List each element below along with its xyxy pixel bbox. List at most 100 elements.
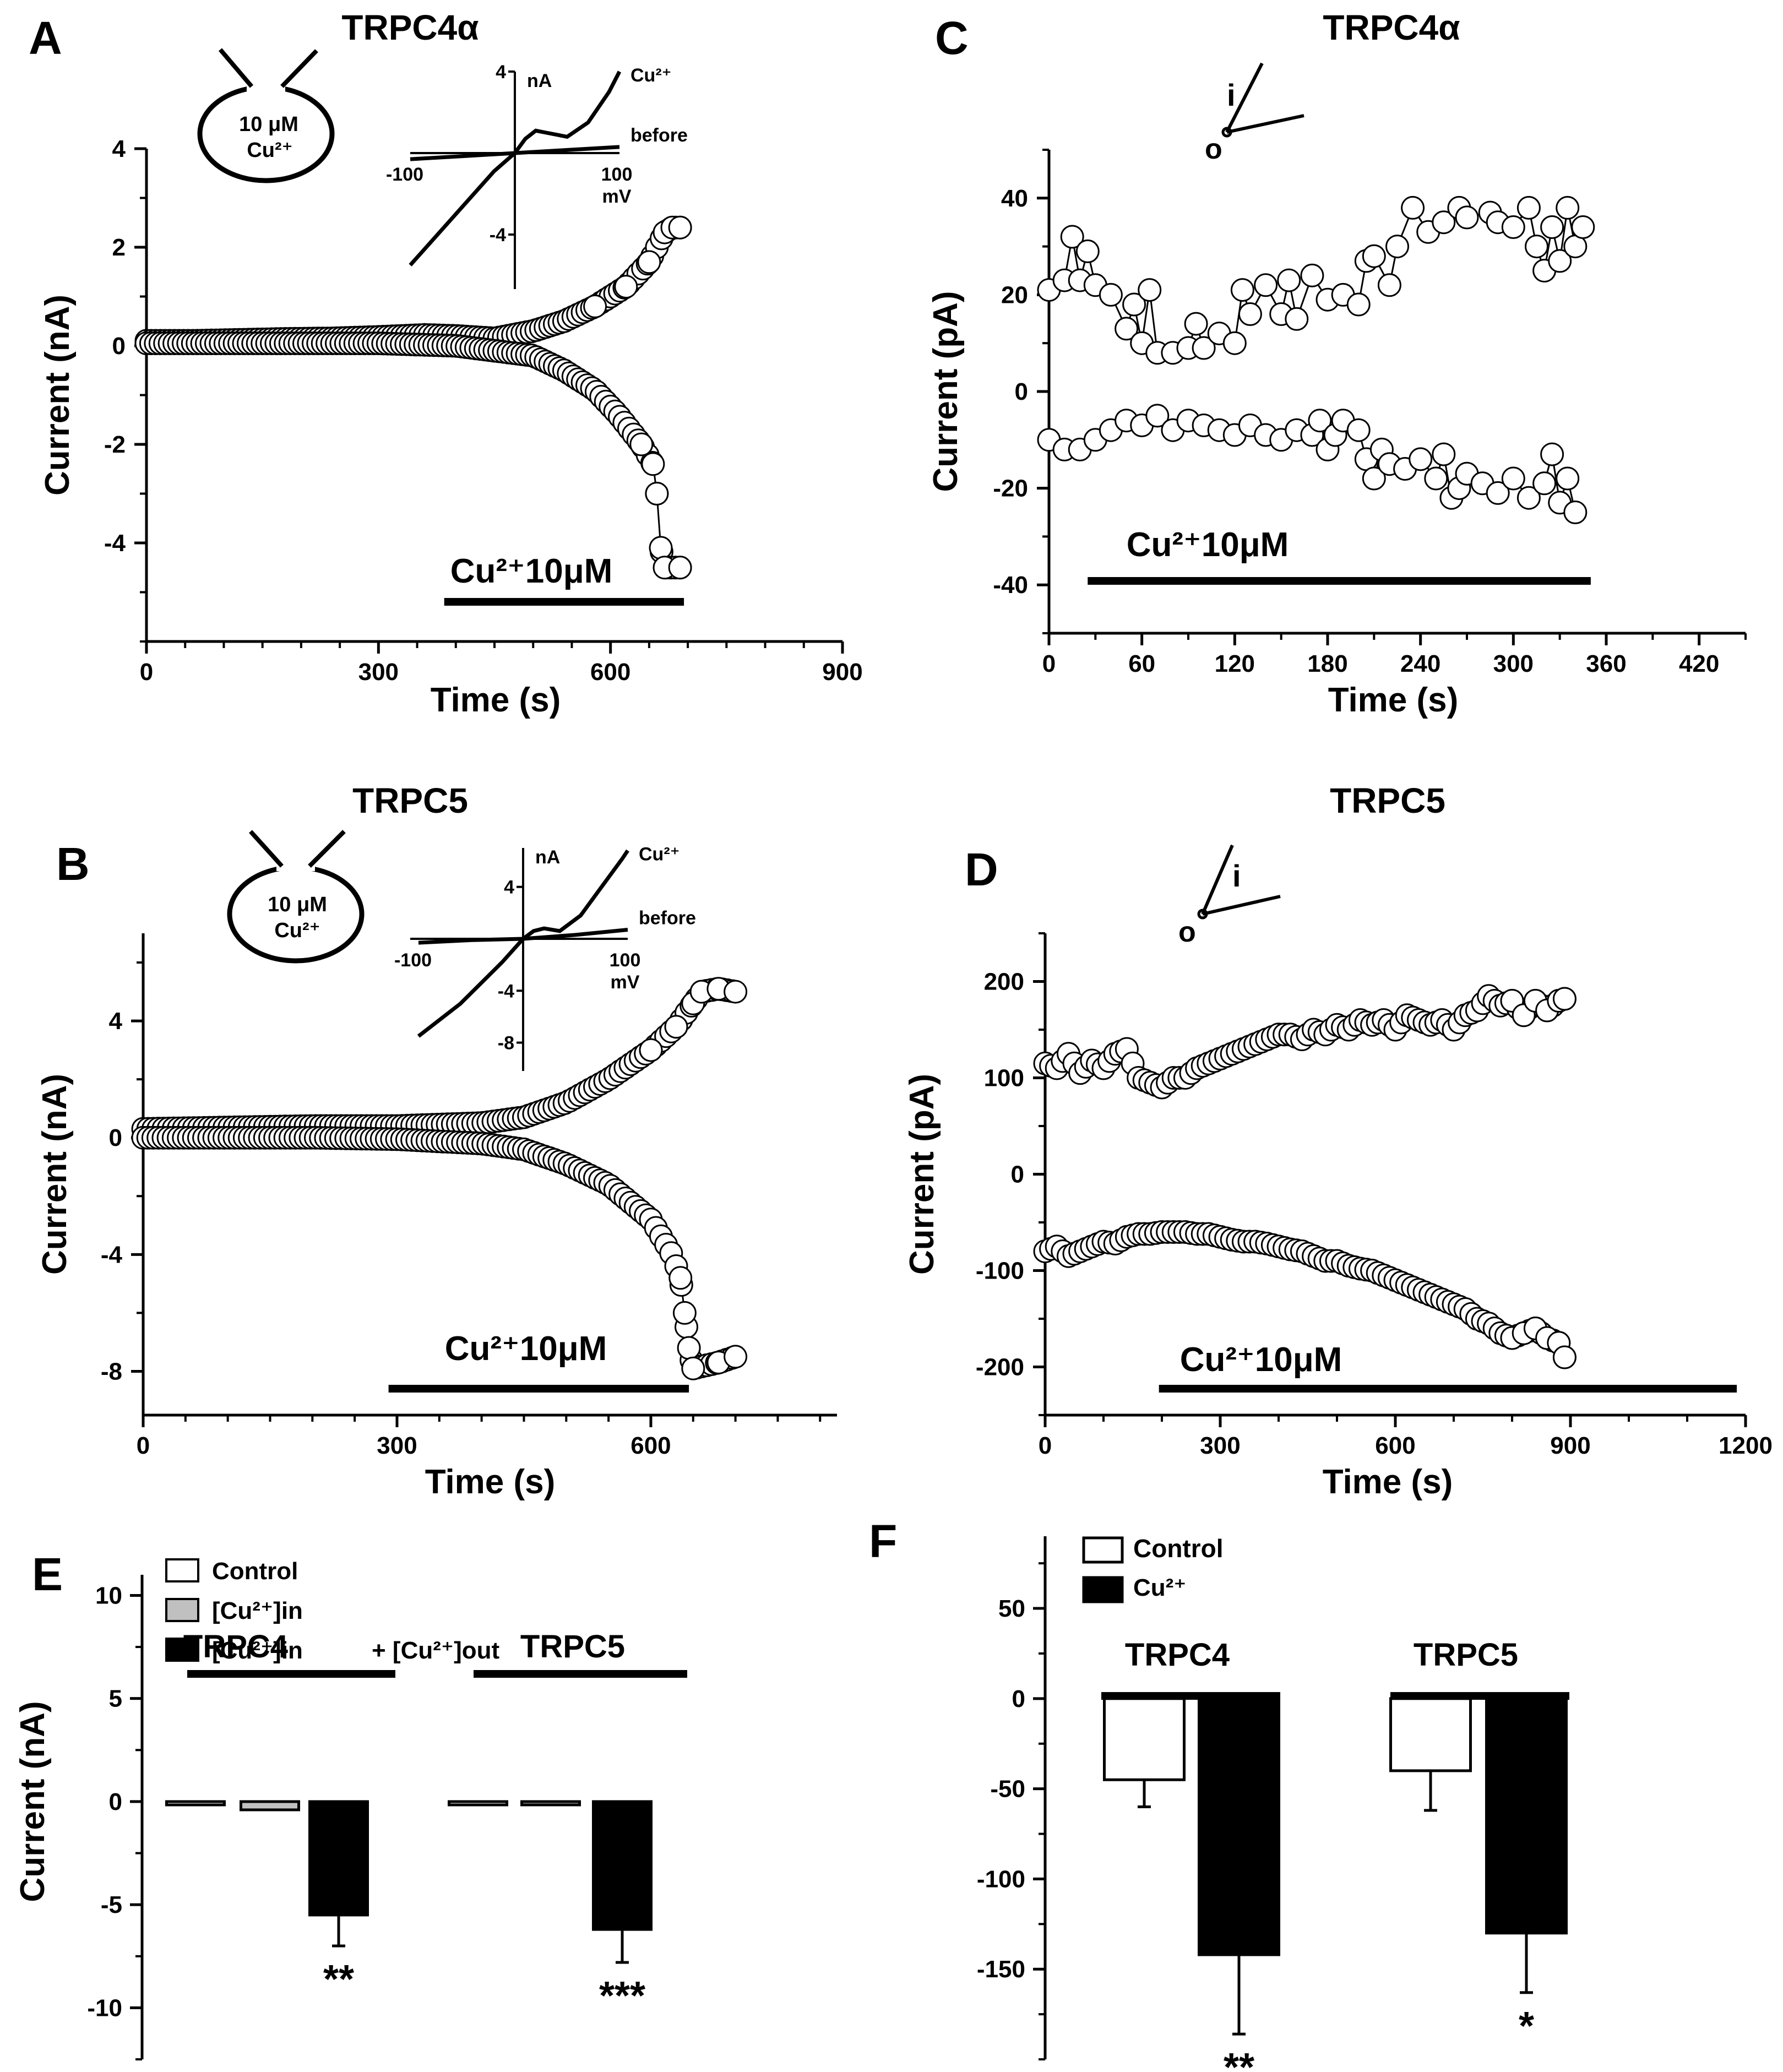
y-tick-label: 50: [998, 1595, 1025, 1622]
inset-x-tick-label: 100: [610, 950, 641, 971]
y-tick-label: 0: [109, 1124, 122, 1151]
panel-d-letter: D: [965, 844, 998, 895]
y-tick-label: 200: [984, 969, 1024, 996]
y-tick-label: 4: [109, 1008, 123, 1035]
legend-label-cu-in-out: [Cu²⁺]in: [212, 1637, 303, 1664]
whole-cell-pipette-diagram: 10 μM Cu²⁺: [227, 830, 365, 964]
inset-y-tick-label: 4: [496, 62, 506, 83]
significance-marker: ***: [599, 1974, 645, 2018]
y-tick-label: 40: [1001, 185, 1028, 212]
inset-x-tick-label: -100: [386, 164, 423, 185]
x-tick-label: 0: [140, 659, 153, 686]
y-tick-label: 0: [109, 1788, 122, 1815]
data-point: [629, 432, 654, 456]
legend-label-control: Control: [212, 1558, 298, 1585]
data-point: [1556, 466, 1580, 491]
x-axis-label: Time (s): [425, 1463, 556, 1501]
x-tick-label: 300: [1200, 1432, 1240, 1459]
group-label: TRPC4: [183, 1629, 288, 1665]
x-tick-label: 0: [1042, 650, 1056, 677]
data-point: [1192, 336, 1216, 360]
panel-e: E Control [Cu²⁺]in [Cu²⁺]in + [Cu²⁺]out …: [14, 1548, 687, 2060]
inset-y-tick-label: -4: [490, 225, 506, 246]
panel-d-bar-label: Cu²⁺10μM: [1180, 1341, 1342, 1379]
x-tick-label: 0: [137, 1432, 150, 1459]
data-point: [1277, 268, 1301, 292]
inset-y-unit: nA: [535, 847, 560, 868]
legend-label-cu-in: [Cu²⁺]in: [212, 1597, 303, 1624]
panel-a-title: TRPC4α: [341, 8, 479, 47]
data-point: [583, 294, 607, 318]
data-point: [614, 275, 638, 299]
panel-b-bar-label: Cu²⁺10μM: [445, 1330, 607, 1368]
y-axis-label: Current (pA): [903, 1074, 941, 1275]
panel-a-bar-label: Cu²⁺10μM: [450, 552, 613, 590]
data-point: [1548, 249, 1572, 273]
data-point: [649, 536, 673, 560]
panel-b: B TRPC5 10 μM Cu²⁺ 0 300 600 4 0 -4 -8 Time (s)…: [36, 781, 837, 1501]
data-point: [1300, 263, 1324, 287]
panel-e-letter: E: [32, 1548, 63, 1600]
x-tick-label: 600: [630, 1432, 671, 1459]
data-point: [1516, 486, 1541, 510]
group-label: TRPC4: [1125, 1637, 1230, 1673]
data-point: [1432, 442, 1456, 466]
x-tick-label: 300: [358, 659, 399, 686]
panel-a: A TRPC4α 10 μM Cu²⁺ 0 300 600 900 4 2 0 -2 -4 Tim…: [29, 8, 863, 719]
x-tick-label: 180: [1307, 650, 1347, 677]
y-tick-label: -50: [990, 1776, 1025, 1803]
data-point: [1138, 278, 1162, 302]
y-tick-label: 5: [109, 1685, 122, 1712]
legend-label-cu-out: + [Cu²⁺]out: [372, 1637, 500, 1664]
legend-swatch-cu-in: [165, 1598, 199, 1622]
bar: [165, 1800, 226, 1807]
panel-c-axes: 0 60 120 180 240 300 360 420 40 20 0 -20 -40 Time (s)…: [927, 149, 1747, 719]
panel-c-title: TRPC4α: [1323, 8, 1460, 47]
bar: [1103, 1697, 1186, 1781]
panel-a-letter: A: [29, 12, 62, 64]
data-point: [645, 482, 669, 505]
data-point: [1362, 466, 1386, 491]
x-tick-label: 360: [1586, 650, 1626, 677]
data-point: [1285, 307, 1309, 331]
panel-d: D TRPC5 o i 0 300 600 900 1200 200 100 0 -100 -20…: [903, 781, 1773, 1501]
x-axis-label: Time (s): [1323, 1463, 1453, 1501]
panel-c-letter: C: [935, 12, 969, 64]
pipette-ion: Cu²⁺: [274, 919, 320, 942]
group-label: TRPC5: [1414, 1637, 1518, 1673]
y-tick-label: -200: [976, 1354, 1024, 1381]
y-tick-label: 100: [984, 1065, 1024, 1092]
x-tick-label: 300: [377, 1432, 417, 1459]
inset-y-tick-label: -4: [498, 981, 514, 1002]
data-point: [1501, 466, 1525, 491]
data-point: [1525, 235, 1548, 259]
data-point: [1145, 404, 1170, 428]
x-tick-label: 0: [1039, 1432, 1052, 1459]
bar: [1198, 1697, 1280, 1956]
y-tick-label: 0: [1012, 1685, 1025, 1712]
panel-f-data: TRPC4 ** TRPC5 *: [1101, 1637, 1569, 2072]
y-tick-label: -2: [104, 431, 126, 458]
inset-curve-1: [409, 70, 622, 267]
patch-label-outside: o: [1178, 916, 1196, 948]
data-point: [1075, 239, 1100, 263]
data-point: [1099, 282, 1123, 307]
x-tick-label: 60: [1128, 650, 1155, 677]
y-tick-label: -10: [87, 1994, 122, 2021]
x-tick-label: 420: [1679, 650, 1719, 677]
data-point: [1455, 205, 1479, 230]
data-point: [1432, 210, 1456, 235]
legend-label-control: Control: [1133, 1534, 1224, 1563]
legend-swatch-control: [165, 1558, 199, 1582]
y-tick-label: -100: [977, 1866, 1025, 1892]
x-tick-label: 900: [1550, 1432, 1590, 1459]
data-point: [1254, 273, 1278, 297]
data-point: [1556, 195, 1580, 220]
panel-f: F Control Cu²⁺ 500-50-100-150 TRPC4**TRP…: [869, 1515, 1569, 2072]
inset-y-tick-label: -8: [498, 1033, 514, 1054]
panel-d-axes: 0 300 600 900 1200 200 100 0 -100 -200 Time (s) Cur…: [903, 932, 1773, 1501]
y-axis-label: Current (pA): [927, 291, 965, 492]
